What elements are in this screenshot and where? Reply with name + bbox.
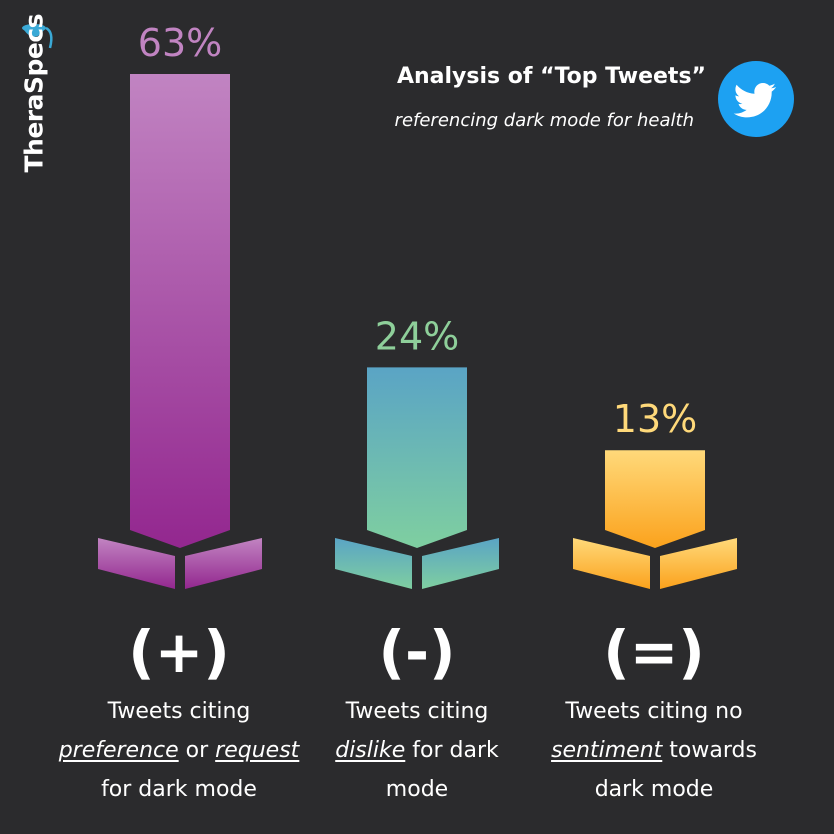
base-left-negative — [335, 538, 412, 589]
base-left-positive — [98, 538, 175, 589]
base-right-neutral — [660, 538, 737, 589]
bar-negative — [367, 367, 467, 548]
chart-subtitle: referencing dark mode for health — [394, 110, 694, 131]
therapecs-logo: TheraSpecs — [12, 14, 56, 188]
value-label-neutral: 13% — [613, 397, 697, 441]
value-label-negative: 24% — [375, 314, 459, 358]
negative-symbol: (-) — [378, 618, 456, 686]
twitter-icon — [718, 61, 794, 137]
neutral-description: Tweets citing no sentiment towards dark … — [551, 699, 757, 802]
base-left-neutral — [573, 538, 650, 589]
negative-description: Tweets citing dislike for dark mode — [335, 699, 499, 802]
positive-description: Tweets citing preference or request for … — [58, 699, 300, 802]
bar-neutral — [605, 450, 705, 548]
bar-positive — [130, 74, 230, 548]
positive-symbol: (+) — [128, 618, 230, 686]
base-right-positive — [185, 538, 262, 589]
neutral-symbol: (=) — [603, 618, 705, 686]
base-right-negative — [422, 538, 499, 589]
value-label-positive: 63% — [138, 21, 222, 65]
chart-title: Analysis of “Top Tweets” — [396, 64, 706, 89]
